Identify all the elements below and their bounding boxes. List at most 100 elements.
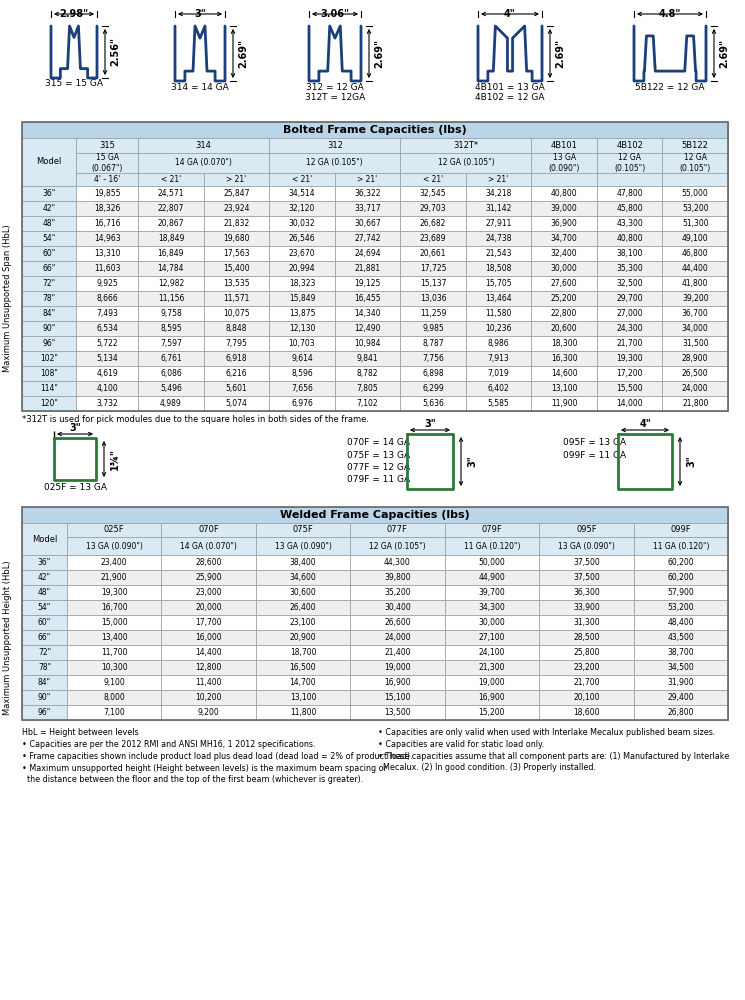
- Text: 19,125: 19,125: [355, 279, 381, 288]
- Text: 20,900: 20,900: [290, 633, 317, 642]
- Bar: [539, 660, 633, 675]
- Bar: [22, 705, 67, 720]
- Bar: [269, 276, 335, 291]
- Bar: [597, 381, 662, 396]
- Bar: [531, 153, 597, 173]
- Text: • These capacities assume that all component parts are: (1) Manufactured by Inte: • These capacities assume that all compo…: [378, 752, 729, 772]
- Bar: [22, 523, 67, 555]
- Text: 60,200: 60,200: [668, 573, 694, 582]
- Text: 36,900: 36,900: [551, 219, 577, 228]
- Bar: [335, 216, 400, 231]
- Text: 26,546: 26,546: [288, 234, 315, 243]
- Text: 27,742: 27,742: [355, 234, 381, 243]
- Bar: [539, 645, 633, 660]
- Bar: [138, 351, 203, 366]
- Text: 15,137: 15,137: [420, 279, 446, 288]
- Bar: [138, 138, 269, 153]
- Bar: [67, 555, 161, 570]
- Text: 16,849: 16,849: [158, 249, 184, 258]
- Text: 8,596: 8,596: [291, 369, 313, 378]
- Text: 27,000: 27,000: [616, 309, 643, 318]
- Bar: [350, 537, 445, 555]
- Bar: [256, 615, 350, 630]
- Bar: [466, 321, 531, 336]
- Text: 30,600: 30,600: [290, 588, 317, 597]
- Text: 84": 84": [42, 309, 56, 318]
- Bar: [350, 660, 445, 675]
- Bar: [531, 261, 597, 276]
- Text: 19,000: 19,000: [384, 663, 410, 672]
- Text: 33,900: 33,900: [573, 603, 600, 612]
- Text: 31,900: 31,900: [668, 678, 694, 687]
- Text: 070F = 14 GA
075F = 13 GA
077F = 12 GA
079F = 11 GA: 070F = 14 GA 075F = 13 GA 077F = 12 GA 0…: [347, 438, 410, 485]
- Text: 35,300: 35,300: [616, 264, 643, 273]
- Text: 9,614: 9,614: [291, 354, 313, 363]
- Bar: [335, 366, 400, 381]
- Bar: [400, 336, 466, 351]
- Text: 11,571: 11,571: [224, 294, 250, 303]
- Bar: [161, 523, 256, 537]
- Bar: [22, 645, 67, 660]
- Text: 13 GA (0.090"): 13 GA (0.090"): [274, 542, 332, 550]
- Text: 14,400: 14,400: [195, 648, 222, 657]
- Text: 5,585: 5,585: [488, 399, 510, 408]
- Bar: [335, 201, 400, 216]
- Bar: [76, 321, 138, 336]
- Text: 39,800: 39,800: [384, 573, 410, 582]
- Bar: [256, 675, 350, 690]
- Text: 7,656: 7,656: [291, 384, 313, 393]
- Text: 4B102: 4B102: [616, 141, 643, 150]
- Bar: [662, 153, 728, 173]
- Text: 6,918: 6,918: [226, 354, 247, 363]
- Bar: [22, 186, 76, 201]
- Bar: [539, 675, 633, 690]
- Bar: [466, 216, 531, 231]
- Text: 41,800: 41,800: [682, 279, 708, 288]
- Text: 4B101: 4B101: [551, 141, 577, 150]
- Text: 18,849: 18,849: [158, 234, 184, 243]
- Text: 19,855: 19,855: [94, 189, 121, 198]
- Bar: [531, 201, 597, 216]
- Text: 8,000: 8,000: [104, 693, 125, 702]
- Text: 1¾": 1¾": [110, 448, 120, 470]
- Bar: [662, 231, 728, 246]
- Bar: [531, 231, 597, 246]
- Bar: [76, 381, 138, 396]
- Text: 36": 36": [38, 558, 51, 567]
- Bar: [466, 276, 531, 291]
- Text: 14,700: 14,700: [290, 678, 317, 687]
- Bar: [67, 705, 161, 720]
- Text: 23,000: 23,000: [195, 588, 222, 597]
- Text: 55,000: 55,000: [682, 189, 708, 198]
- Bar: [67, 690, 161, 705]
- Text: 24,694: 24,694: [354, 249, 381, 258]
- Text: 24,000: 24,000: [682, 384, 708, 393]
- Text: 49,100: 49,100: [682, 234, 708, 243]
- Bar: [138, 276, 203, 291]
- Bar: [531, 366, 597, 381]
- Bar: [76, 153, 138, 173]
- Text: 13,100: 13,100: [290, 693, 316, 702]
- Bar: [67, 675, 161, 690]
- Text: 17,725: 17,725: [420, 264, 446, 273]
- Bar: [22, 122, 728, 138]
- Text: 077F: 077F: [387, 526, 408, 534]
- Text: 15,200: 15,200: [478, 708, 505, 717]
- Bar: [22, 381, 76, 396]
- Text: 20,600: 20,600: [551, 324, 577, 333]
- Bar: [161, 600, 256, 615]
- Text: 13 GA (0.090"): 13 GA (0.090"): [86, 542, 142, 550]
- Bar: [203, 306, 269, 321]
- Text: 075F: 075F: [293, 526, 314, 534]
- Text: 11,603: 11,603: [94, 264, 121, 273]
- Bar: [138, 153, 269, 173]
- Text: > 21': > 21': [226, 175, 247, 184]
- Bar: [256, 523, 350, 537]
- Bar: [445, 570, 539, 585]
- Text: 34,000: 34,000: [682, 324, 708, 333]
- Text: 14,963: 14,963: [94, 234, 121, 243]
- Text: 16,000: 16,000: [195, 633, 222, 642]
- Bar: [161, 615, 256, 630]
- Bar: [22, 276, 76, 291]
- Text: 5,074: 5,074: [226, 399, 247, 408]
